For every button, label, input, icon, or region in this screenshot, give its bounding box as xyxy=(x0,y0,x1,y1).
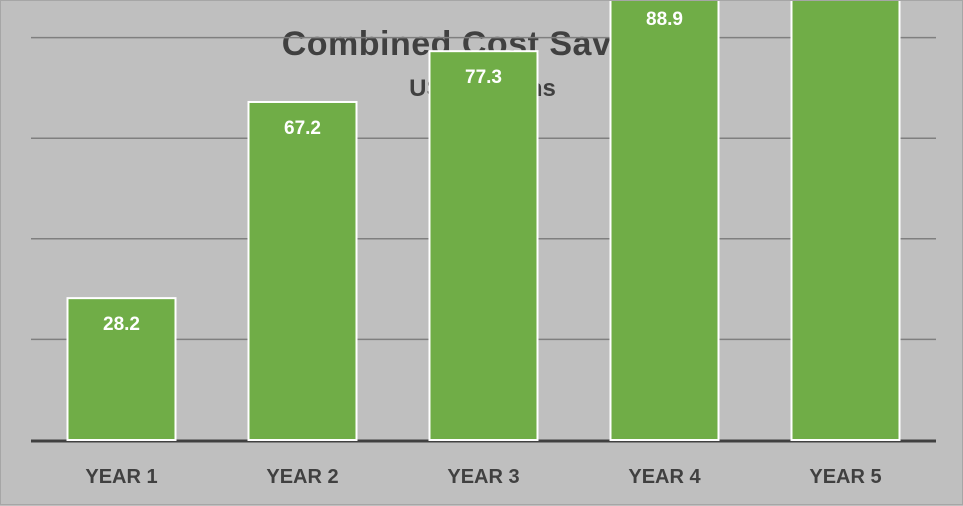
data-label: 67.2 xyxy=(284,118,321,139)
data-label: 28.2 xyxy=(103,314,140,335)
category-tick-label: YEAR 3 xyxy=(447,466,519,488)
category-labels: YEAR 1 YEAR 2 YEAR 3 YEAR 4 YEAR 5 xyxy=(85,466,881,488)
bar[interactable] xyxy=(66,297,177,441)
data-label: 88.9 xyxy=(646,9,683,30)
bar[interactable] xyxy=(790,1,901,441)
bar[interactable] xyxy=(609,1,720,441)
bar[interactable] xyxy=(428,50,539,441)
category-tick-label: YEAR 1 xyxy=(85,466,157,488)
value-labels: 28.267.277.388.9102.2 xyxy=(103,9,683,335)
category-tick-label: YEAR 4 xyxy=(628,466,701,488)
bar[interactable] xyxy=(247,100,358,441)
category-tick-label: YEAR 2 xyxy=(266,466,338,488)
data-label: 77.3 xyxy=(465,67,502,88)
bars xyxy=(66,1,901,441)
category-tick-label: YEAR 5 xyxy=(809,466,881,488)
